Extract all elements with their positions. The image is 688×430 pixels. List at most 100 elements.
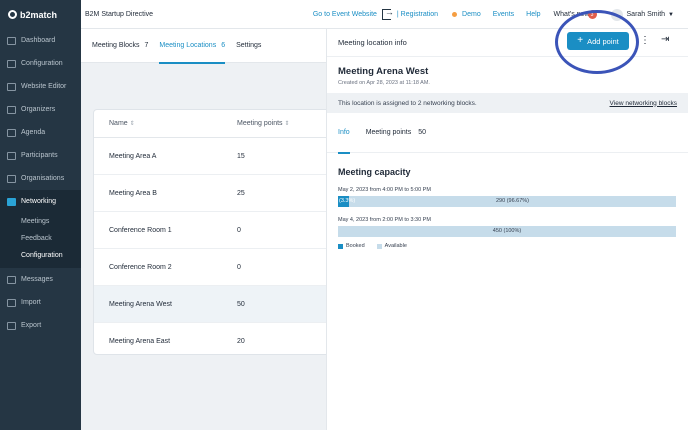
logo-text: b2match: [20, 9, 58, 20]
tab-info[interactable]: Info: [338, 113, 350, 154]
location-info-panel: Meeting location info + Add point ⋮ ⇥ Me…: [326, 29, 688, 430]
chevron-down-icon[interactable]: ▼: [668, 11, 674, 18]
sidebar-item-agenda[interactable]: Agenda: [0, 121, 81, 144]
available-swatch-icon: [376, 243, 382, 249]
config-tabs: Meeting Blocks 7 Meeting Locations 6 Set…: [81, 29, 326, 64]
tab-count: 50: [418, 129, 427, 136]
assignment-banner: This location is assigned to 2 networkin…: [327, 93, 688, 113]
import-icon: [7, 298, 16, 307]
sidebar-subitem-feedback[interactable]: Feedback: [21, 235, 52, 242]
tab-meeting-points[interactable]: Meeting points 50: [366, 113, 426, 153]
organisations-icon: [7, 174, 16, 183]
participants-icon: [7, 151, 16, 160]
panel-title: Meeting location info: [338, 38, 407, 47]
tab-label: Meeting Blocks: [92, 42, 140, 49]
sidebar: b2match Dashboard Configuration Website Ed…: [0, 0, 81, 430]
tab-settings[interactable]: Settings: [236, 29, 261, 63]
collapse-panel-icon[interactable]: ⇥: [661, 34, 670, 45]
login-icon[interactable]: [381, 7, 394, 20]
capacity-bar: 450 (100%): [338, 226, 676, 237]
meeting-points-cell: 0: [237, 226, 241, 234]
header-label: Meeting points: [237, 120, 283, 127]
sidebar-item-messages[interactable]: Messages: [0, 268, 81, 291]
more-options-icon[interactable]: ⋮: [640, 35, 650, 46]
tab-meeting-blocks[interactable]: Meeting Blocks 7: [92, 29, 148, 63]
sidebar-item-label: Organizers: [21, 106, 56, 113]
sidebar-item-label: Export: [21, 322, 42, 329]
sidebar-subitem-meetings[interactable]: Meetings: [21, 218, 50, 225]
sidebar-item-label: Networking: [21, 198, 57, 205]
table-row[interactable]: Meeting Area A 15: [94, 138, 332, 175]
legend-booked: Booked: [338, 243, 365, 249]
location-name-cell: Conference Room 1: [109, 226, 172, 234]
capacity-slot: May 2, 2023 from 4:00 PM to 5:00 PM (3.3%…: [327, 177, 688, 207]
capacity-title: Meeting capacity: [338, 167, 411, 177]
user-name[interactable]: Sarah Smith: [626, 11, 666, 18]
meeting-points-cell: 20: [237, 337, 245, 345]
sidebar-subitem-configuration[interactable]: Configuration: [21, 252, 63, 259]
sidebar-item-label: Dashboard: [21, 37, 56, 44]
events-link[interactable]: Events: [492, 11, 515, 18]
slot-time-label: May 4, 2023 from 2:00 PM to 3:30 PM: [338, 217, 431, 223]
slot-time-label: May 2, 2023 from 4:00 PM to 5:00 PM: [338, 187, 431, 193]
table-row[interactable]: Meeting Area B 25: [94, 175, 332, 212]
sidebar-item-import[interactable]: Import: [0, 291, 81, 314]
help-link[interactable]: Help: [526, 11, 541, 18]
sidebar-item-organisations[interactable]: Organisations: [0, 167, 81, 190]
sidebar-item-label: Organisations: [21, 175, 65, 182]
demo-status-dot-icon: [452, 12, 458, 17]
event-title: B2M Startup Directive: [85, 10, 154, 18]
legend-label: Booked: [346, 243, 365, 249]
location-name: Meeting Arena West: [338, 66, 429, 77]
meeting-points-cell: 0: [237, 263, 241, 271]
sidebar-item-participants[interactable]: Participants: [0, 144, 81, 167]
sort-icon[interactable]: ⇕: [284, 121, 290, 127]
header-label: Name: [109, 120, 128, 127]
available-value: 290 (96.67%): [495, 198, 530, 204]
location-name-cell: Conference Room 2: [109, 263, 172, 271]
sidebar-item-website-editor[interactable]: Website Editor: [0, 75, 81, 98]
table-row[interactable]: Conference Room 1 0: [94, 212, 332, 249]
tab-label: Info: [338, 129, 350, 136]
sidebar-item-label: Website Editor: [21, 83, 67, 90]
settings-icon: [7, 59, 16, 68]
sidebar-item-configuration[interactable]: Configuration: [0, 52, 81, 75]
organizers-icon: [7, 105, 16, 114]
view-networking-blocks-link[interactable]: View networking blocks: [609, 99, 677, 107]
meeting-points-cell: 15: [237, 152, 245, 160]
booked-value: (3.3%): [339, 198, 356, 204]
sidebar-item-dashboard[interactable]: Dashboard: [0, 29, 81, 52]
table-header: Name ⇕ Meeting points ⇕: [94, 110, 332, 138]
meeting-points-cell: 50: [237, 300, 245, 308]
sidebar-item-label: Participants: [21, 152, 58, 159]
demo-link[interactable]: Demo: [462, 11, 481, 18]
sort-icon[interactable]: ⇕: [129, 121, 135, 127]
capacity-slot: May 4, 2023 from 2:00 PM to 3:30 PM 450 (…: [327, 207, 688, 237]
column-name-header[interactable]: Name ⇕: [94, 120, 237, 127]
export-icon: [7, 321, 16, 330]
main-content: Meeting Blocks 7 Meeting Locations 6 Set…: [81, 29, 333, 430]
go-to-event-link[interactable]: Go to Event Website: [312, 11, 377, 18]
sidebar-item-label: Agenda: [21, 129, 46, 136]
panel-tabs: Info Meeting points 50: [327, 113, 688, 154]
dashboard-icon: [7, 36, 16, 45]
tab-count: 6: [221, 42, 226, 49]
location-name-cell: Meeting Area A: [109, 152, 157, 160]
assignment-text: This location is assigned to 2 networkin…: [338, 99, 477, 107]
column-points-header[interactable]: Meeting points ⇕: [237, 120, 332, 127]
logo[interactable]: b2match: [0, 0, 81, 29]
whats-new-link[interactable]: What's new: [553, 11, 590, 18]
sidebar-item-networking[interactable]: Networking: [0, 190, 81, 213]
capacity-bar: (3.3%) 290 (96.67%): [338, 196, 676, 207]
legend-available: Available: [376, 243, 407, 249]
booked-swatch-icon: [338, 243, 343, 249]
sidebar-item-organizers[interactable]: Organizers: [0, 98, 81, 121]
sidebar-item-export[interactable]: Export: [0, 314, 81, 337]
table-row[interactable]: Conference Room 2 0: [94, 249, 332, 286]
messages-icon: [7, 275, 16, 284]
table-row[interactable]: Meeting Arena West 50: [94, 286, 332, 323]
b2match-logo-icon: [8, 10, 17, 19]
registration-link[interactable]: | Registration: [396, 11, 439, 18]
tab-meeting-locations[interactable]: Meeting Locations 6: [159, 29, 226, 64]
table-row[interactable]: Meeting Arena East 20: [94, 323, 332, 354]
